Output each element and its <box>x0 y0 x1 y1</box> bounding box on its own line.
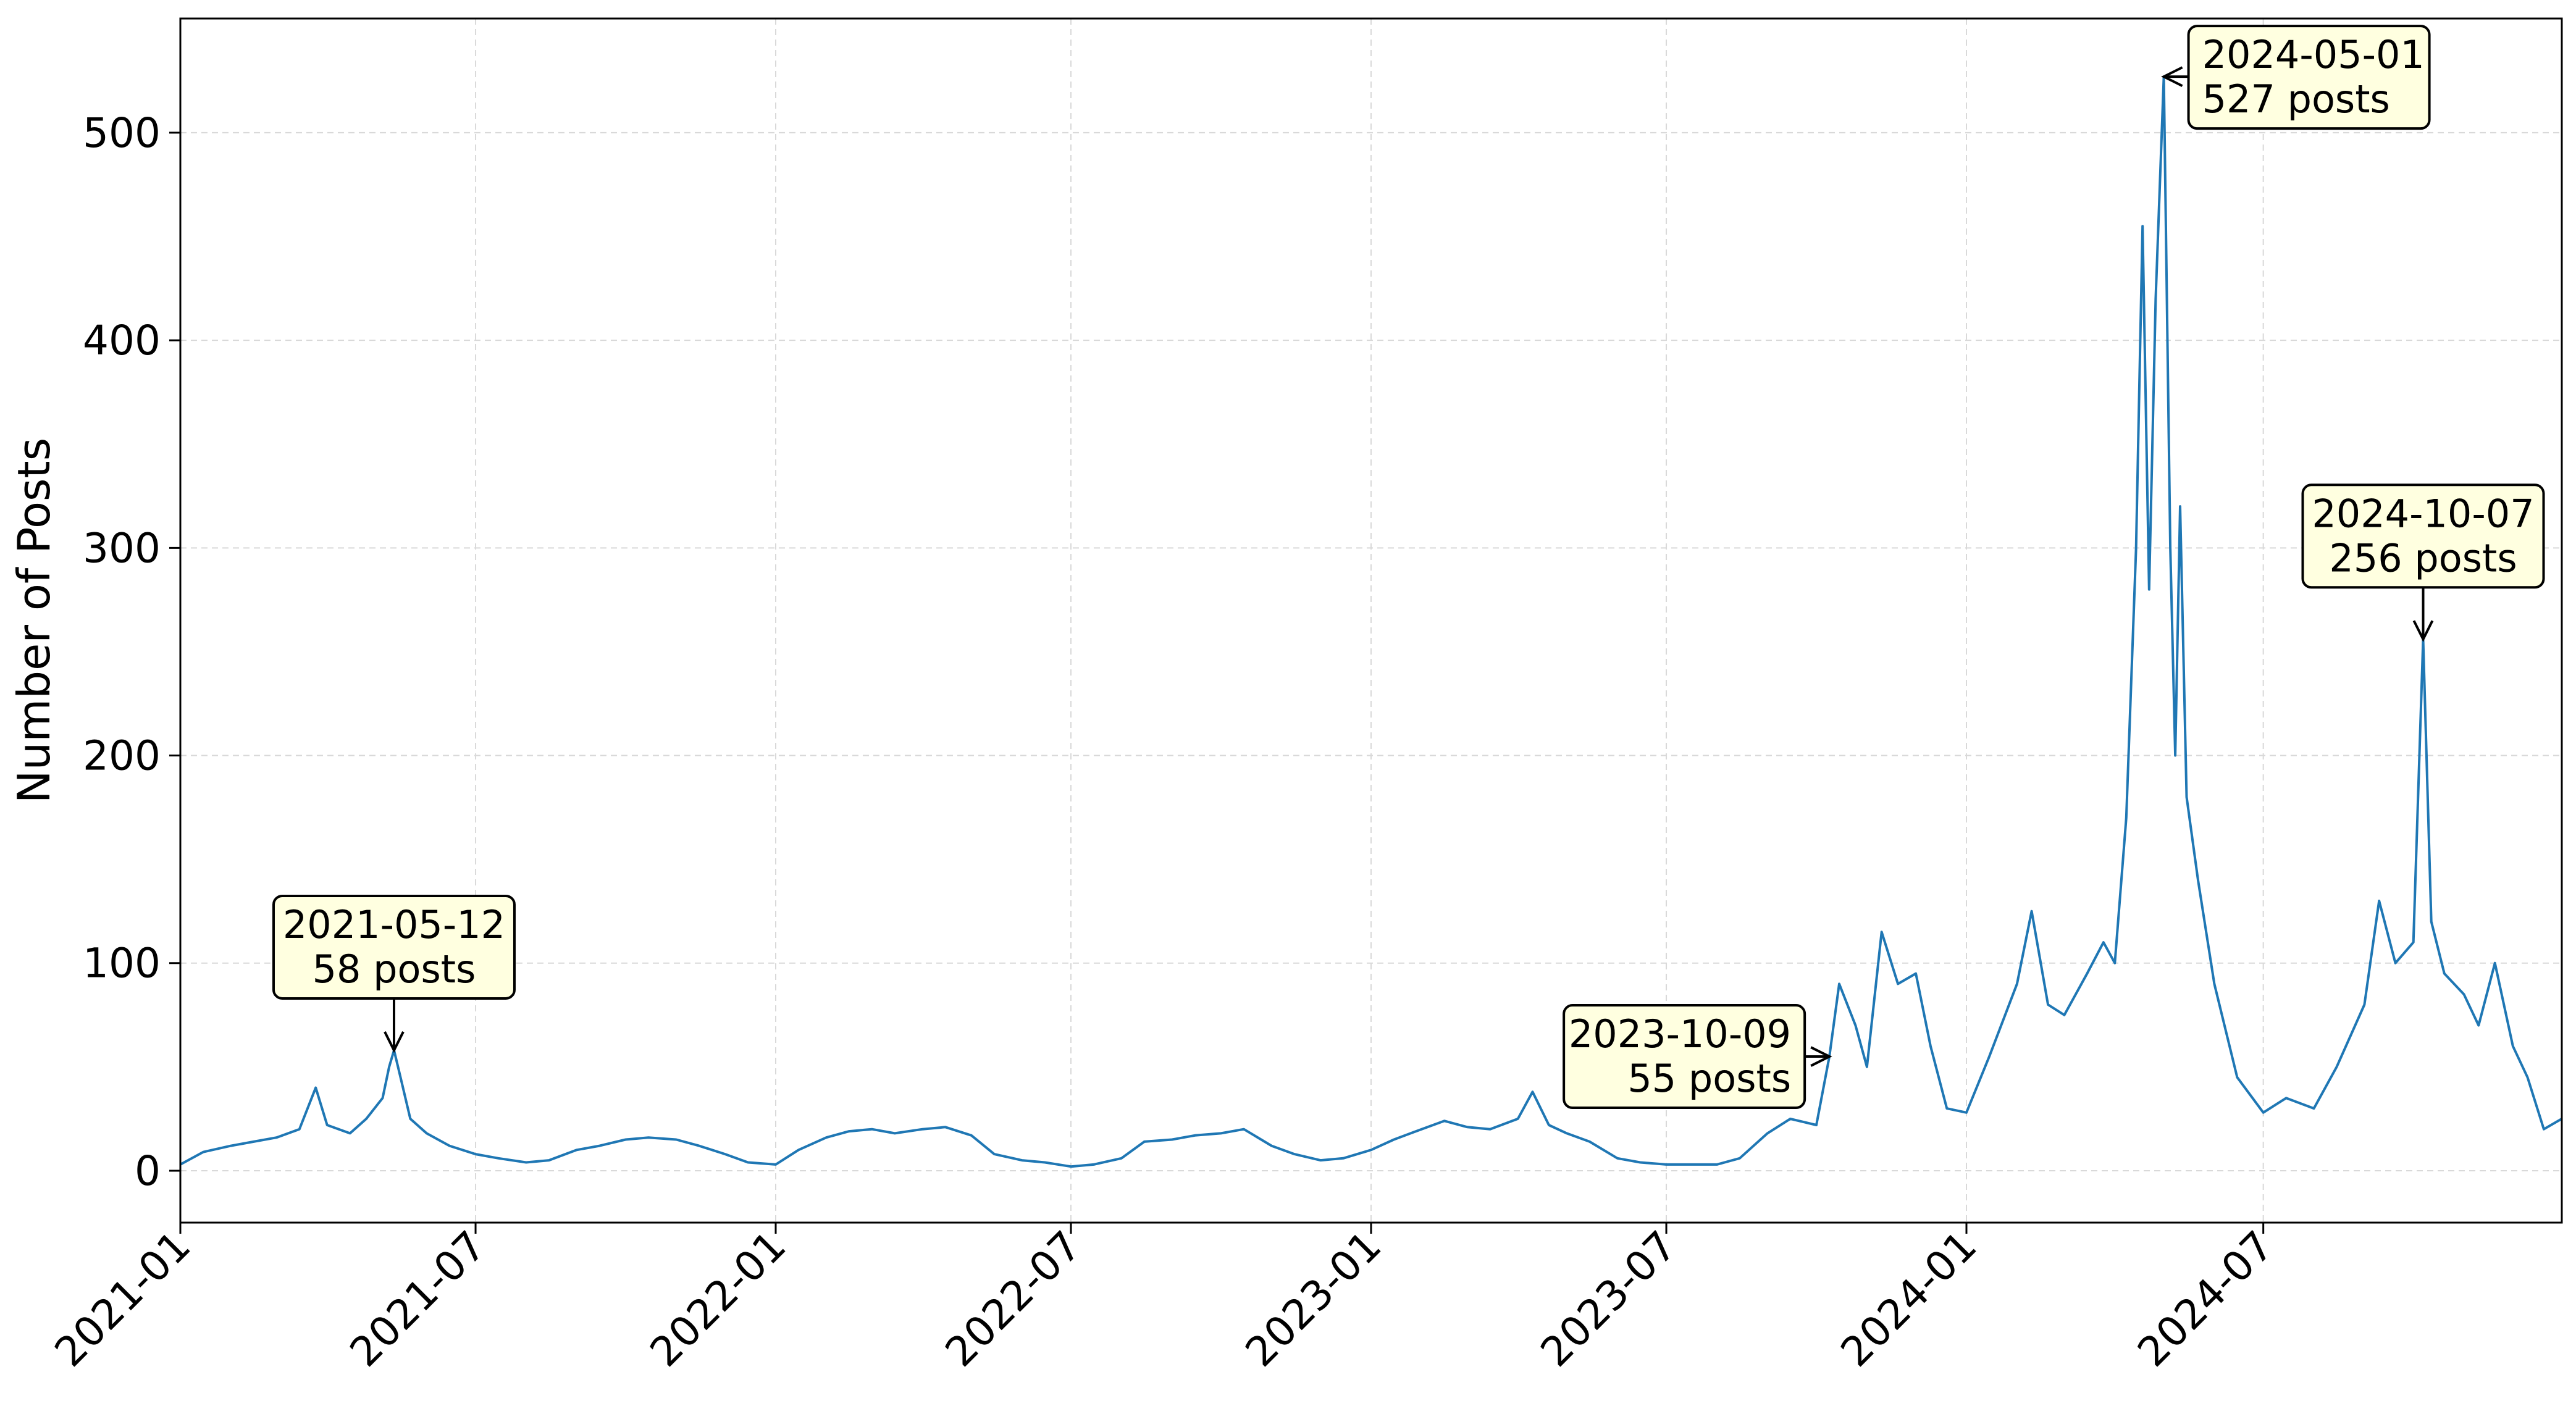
annotation-arrow-head <box>2161 66 2183 87</box>
x-tick-label: 2024-07 <box>2129 1222 2283 1376</box>
annotation-box <box>272 894 516 1000</box>
y-tick-label: 500 <box>83 109 161 157</box>
y-tick-label: 100 <box>83 940 161 987</box>
annotation-date: 2021-05-12 <box>283 902 505 947</box>
annotation-box <box>2301 483 2545 589</box>
tick-layer: 2021-01 2021-07 2022-01 2022-07 2023-01 2023-… <box>46 109 2283 1376</box>
x-tick-label: 2023-01 <box>1236 1222 1390 1376</box>
y-tick-label: 200 <box>83 732 161 780</box>
annotation-count: 55 posts <box>1627 1056 1791 1101</box>
annotation-date: 2024-10-07 <box>2312 491 2534 536</box>
series-layer <box>180 75 2562 1168</box>
x-tick-label: 2021-01 <box>46 1222 199 1376</box>
annotation-box <box>2187 25 2431 130</box>
annotation-box <box>1563 1004 1806 1110</box>
y-tick-label: 0 <box>135 1147 161 1195</box>
annotation-arrow-head <box>1810 1046 1832 1067</box>
annotation-date: 2023-10-09 <box>1569 1011 1791 1057</box>
annotation-arrow-head <box>384 1031 405 1053</box>
y-tick-label: 400 <box>83 317 161 364</box>
x-tick-label: 2022-01 <box>641 1222 795 1376</box>
series-line <box>180 75 2562 1168</box>
x-tick-label: 2024-01 <box>1832 1222 1986 1376</box>
grid-layer <box>180 19 2562 1223</box>
annotation-count: 58 posts <box>313 947 476 992</box>
x-tick-label: 2023-07 <box>1532 1222 1685 1376</box>
y-axis-label: Number of Posts <box>8 438 60 804</box>
x-tick-label: 2021-07 <box>341 1222 495 1376</box>
annotation-count: 256 posts <box>2329 535 2517 580</box>
y-tick-label: 300 <box>83 524 161 572</box>
x-tick-label: 2022-07 <box>936 1222 1090 1376</box>
annotation-date: 2024-05-01 <box>2202 32 2425 77</box>
annotation-count: 527 posts <box>2202 77 2390 122</box>
annotation-arrow-head <box>2412 620 2434 642</box>
